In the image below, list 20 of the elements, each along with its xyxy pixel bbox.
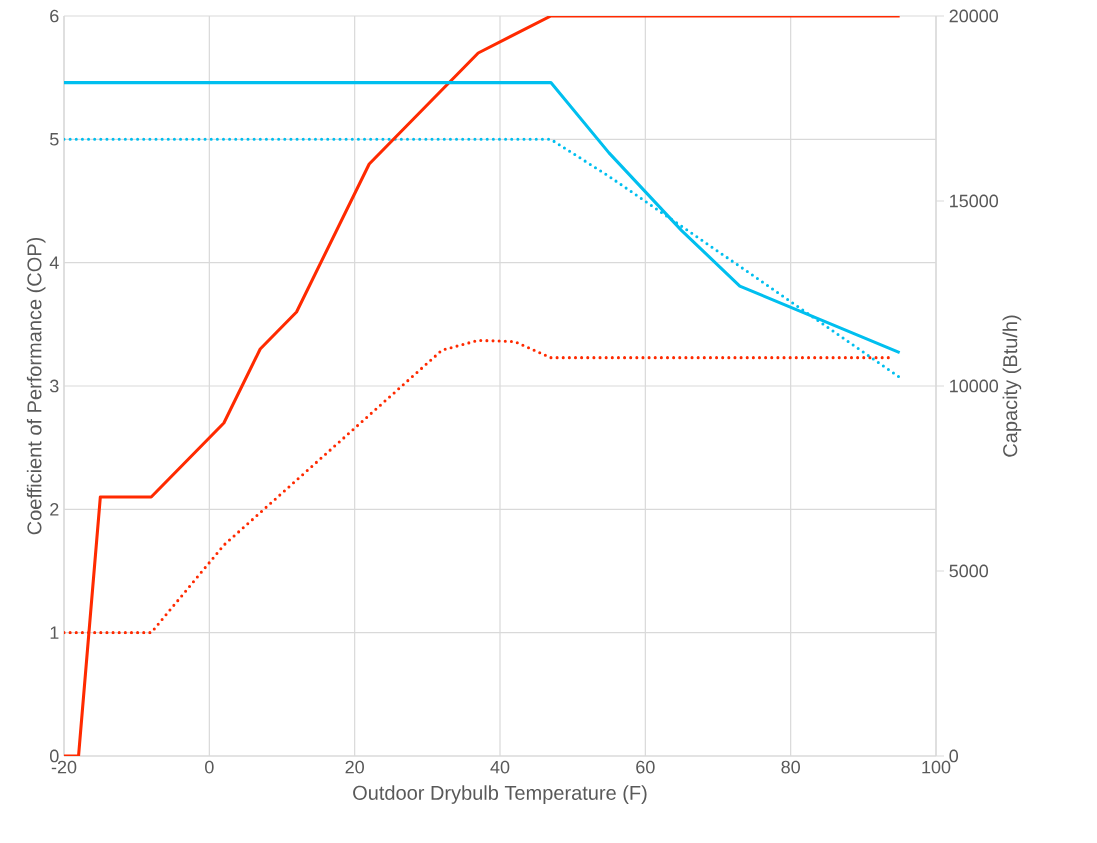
- y2-tick-label: 20000: [949, 9, 999, 23]
- y-tick-label: 2: [50, 503, 59, 516]
- y2-tick-label: 5000: [949, 564, 989, 578]
- y2-tick-label: 15000: [950, 194, 999, 208]
- y2-tick-label: 0: [949, 749, 959, 763]
- x-tick-label: 0: [205, 760, 214, 774]
- y-tick-label: 1: [50, 626, 59, 639]
- y-tick-label: 3: [49, 379, 59, 393]
- x-tick-label: 100: [922, 760, 951, 774]
- x-tick-label: 80: [781, 760, 800, 774]
- x-tick-label: 20: [345, 760, 364, 774]
- y-tick-label: 6: [50, 9, 59, 23]
- y2-axis-title: Capacity (Btu/h): [1002, 315, 1022, 457]
- x-axis-title: Outdoor Drybulb Temperature (F): [353, 785, 647, 804]
- y-tick-label: 5: [50, 133, 59, 146]
- x-tick-label: 40: [490, 760, 510, 774]
- x-tick-label: 60: [636, 760, 655, 774]
- y-tick-label: 4: [49, 256, 59, 269]
- y2-tick-label: 10000: [950, 379, 999, 393]
- y-axis-title: Coefficient of Performance (COP): [26, 237, 46, 535]
